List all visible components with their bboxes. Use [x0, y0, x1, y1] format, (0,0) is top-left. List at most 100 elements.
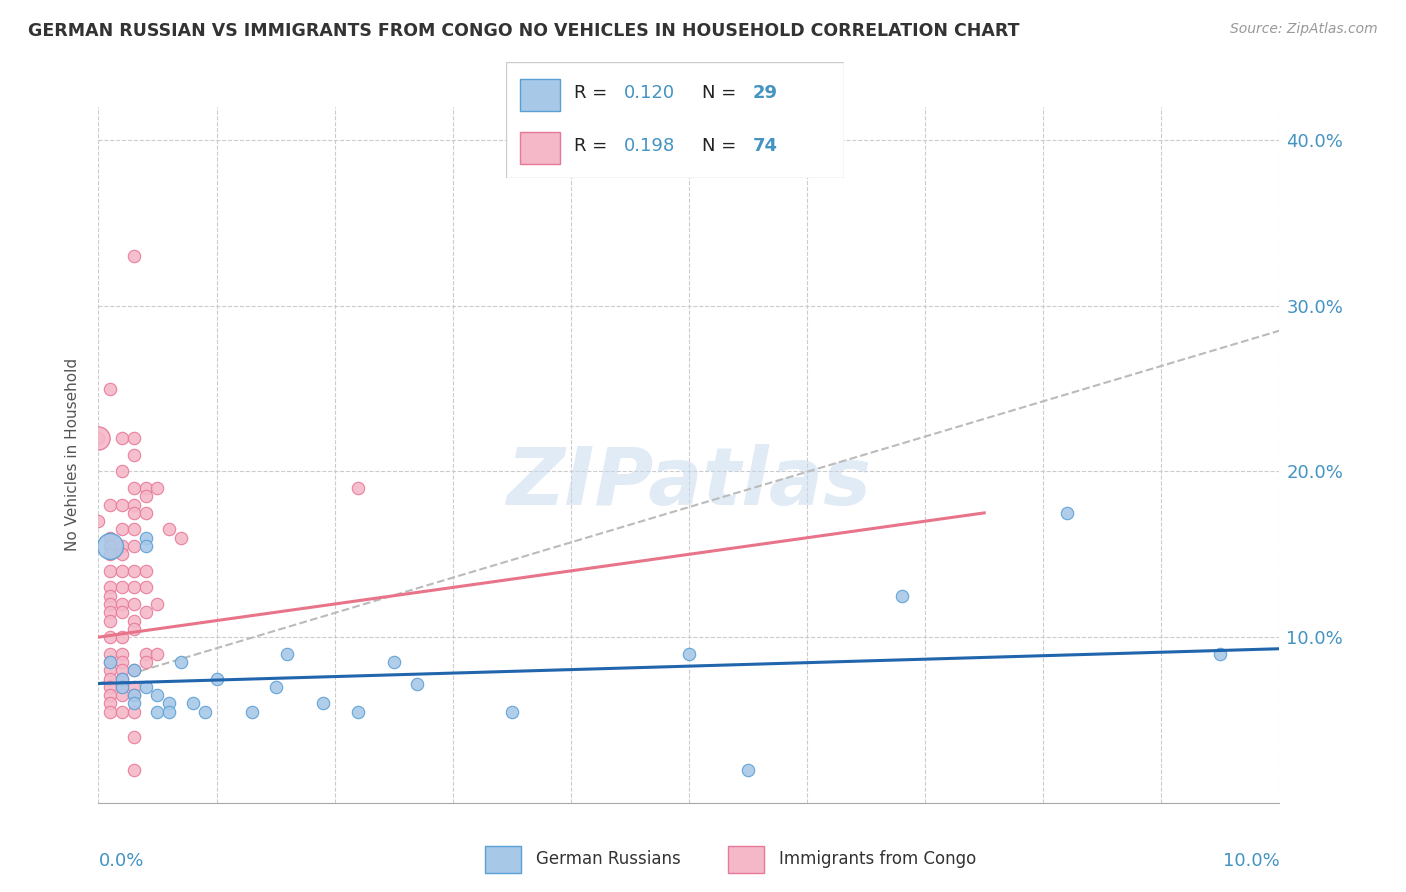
- Point: [890, 589, 912, 603]
- Point: [347, 481, 370, 495]
- Point: [87, 514, 110, 528]
- Point: [264, 680, 287, 694]
- Point: [276, 647, 298, 661]
- Point: [1209, 647, 1232, 661]
- Point: [111, 498, 134, 512]
- Point: [240, 705, 263, 719]
- Point: [111, 581, 134, 595]
- Point: [98, 697, 121, 711]
- Point: [98, 647, 121, 661]
- Point: [170, 531, 193, 545]
- Point: [122, 564, 145, 578]
- Point: [205, 672, 228, 686]
- Point: [122, 539, 145, 553]
- Point: [111, 680, 134, 694]
- Point: [122, 523, 145, 537]
- Text: 74: 74: [752, 137, 778, 155]
- Point: [122, 481, 145, 495]
- Point: [157, 705, 180, 719]
- Point: [111, 630, 134, 644]
- Point: [122, 506, 145, 520]
- Point: [122, 614, 145, 628]
- Point: [122, 431, 145, 445]
- Point: [111, 672, 134, 686]
- Point: [135, 489, 157, 503]
- Point: [122, 448, 145, 462]
- Text: 10.0%: 10.0%: [1223, 852, 1279, 870]
- Point: [98, 547, 121, 561]
- Point: [181, 697, 204, 711]
- Text: 0.120: 0.120: [624, 84, 675, 102]
- Point: [382, 655, 405, 669]
- Point: [1056, 506, 1078, 520]
- Point: [135, 581, 157, 595]
- Bar: [485, 847, 520, 873]
- Point: [135, 531, 157, 545]
- Point: [135, 647, 157, 661]
- Point: [98, 539, 121, 553]
- Point: [98, 655, 121, 669]
- Point: [501, 705, 523, 719]
- Point: [135, 481, 157, 495]
- Point: [135, 564, 157, 578]
- Text: N =: N =: [702, 84, 742, 102]
- Point: [146, 688, 169, 702]
- Point: [122, 498, 145, 512]
- Point: [98, 614, 121, 628]
- Text: Immigrants from Congo: Immigrants from Congo: [779, 849, 976, 868]
- Point: [111, 523, 134, 537]
- Point: [111, 663, 134, 677]
- Point: [98, 705, 121, 719]
- Point: [111, 655, 134, 669]
- Point: [146, 481, 169, 495]
- Point: [122, 581, 145, 595]
- Point: [122, 622, 145, 636]
- Point: [122, 705, 145, 719]
- Point: [122, 688, 145, 702]
- Point: [111, 705, 134, 719]
- Point: [406, 676, 429, 690]
- Point: [111, 688, 134, 702]
- Point: [135, 605, 157, 619]
- Point: [98, 672, 121, 686]
- Text: 0.198: 0.198: [624, 137, 675, 155]
- Point: [98, 680, 121, 694]
- Text: R =: R =: [574, 137, 613, 155]
- Point: [122, 249, 145, 263]
- Point: [98, 605, 121, 619]
- Point: [122, 697, 145, 711]
- Point: [111, 547, 134, 561]
- Point: [194, 705, 217, 719]
- Text: German Russians: German Russians: [536, 849, 681, 868]
- Point: [98, 564, 121, 578]
- FancyBboxPatch shape: [506, 62, 844, 178]
- Point: [98, 581, 121, 595]
- Point: [146, 597, 169, 611]
- Point: [98, 655, 121, 669]
- Point: [347, 705, 370, 719]
- Point: [122, 730, 145, 744]
- Point: [111, 465, 134, 479]
- Text: Source: ZipAtlas.com: Source: ZipAtlas.com: [1230, 22, 1378, 37]
- Point: [122, 680, 145, 694]
- Point: [135, 506, 157, 520]
- Point: [111, 647, 134, 661]
- Text: R =: R =: [574, 84, 613, 102]
- Point: [135, 539, 157, 553]
- Point: [170, 655, 193, 669]
- Point: [146, 647, 169, 661]
- Point: [111, 672, 134, 686]
- Text: N =: N =: [702, 137, 742, 155]
- Point: [111, 539, 134, 553]
- Point: [312, 697, 335, 711]
- Point: [122, 763, 145, 777]
- Point: [98, 597, 121, 611]
- Point: [98, 382, 121, 396]
- Point: [98, 498, 121, 512]
- Point: [98, 589, 121, 603]
- Point: [122, 688, 145, 702]
- Point: [111, 564, 134, 578]
- Point: [98, 630, 121, 644]
- Point: [157, 697, 180, 711]
- Point: [98, 539, 121, 553]
